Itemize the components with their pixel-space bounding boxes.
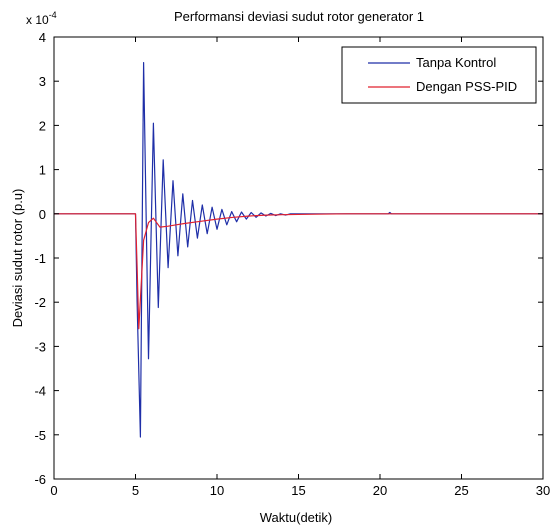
legend-label-dengan-pss-pid: Dengan PSS-PID <box>416 79 517 94</box>
x-tick-label: 5 <box>132 483 139 498</box>
x-tick-label: 15 <box>291 483 305 498</box>
y-tick-label: -1 <box>34 251 46 266</box>
x-tick-label: 25 <box>454 483 468 498</box>
y-tick-label: -4 <box>34 384 46 399</box>
y-tick-label: -5 <box>34 428 46 443</box>
series-line-dengan-pss-pid <box>54 213 543 330</box>
legend: Tanpa Kontrol Dengan PSS-PID <box>341 46 537 104</box>
x-tick-label: 30 <box>536 483 550 498</box>
y-tick-label: 3 <box>39 74 46 89</box>
x-axis-label: Waktu(detik) <box>260 510 332 525</box>
plot-area <box>54 37 543 479</box>
x-tick-label: 10 <box>210 483 224 498</box>
y-tick-label: 1 <box>39 163 46 178</box>
y-tick-label: 4 <box>39 30 46 45</box>
x-tick-label: 0 <box>50 483 57 498</box>
legend-box <box>341 46 537 104</box>
tick-layer: 0 5 10 15 20 25 30 -6 -5 -4 -3 -2 -1 0 1 2 3 4 <box>34 30 550 498</box>
y-tick-label: -3 <box>34 339 46 354</box>
y-exponent-label: x 10-4 <box>26 10 57 27</box>
legend-label-tanpa-kontrol: Tanpa Kontrol <box>416 55 496 70</box>
y-axis-label: Deviasi sudut rotor (p.u) <box>10 189 25 328</box>
y-tick-label: 2 <box>39 118 46 133</box>
chart-title: Performansi deviasi sudut rotor generato… <box>174 9 424 24</box>
x-tick-label: 20 <box>373 483 387 498</box>
y-tick-label: -6 <box>34 472 46 487</box>
y-tick-label: 0 <box>39 207 46 222</box>
y-tick-label: -2 <box>34 295 46 310</box>
plot-layer <box>54 61 543 438</box>
